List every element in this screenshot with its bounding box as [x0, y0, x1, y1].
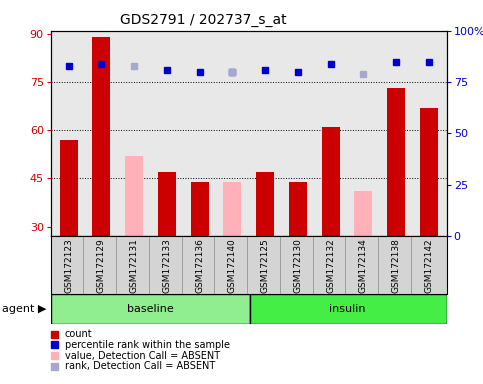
Bar [182, 236, 218, 294]
Text: agent ▶: agent ▶ [2, 304, 47, 314]
Bar [223, 182, 242, 236]
Bar [116, 236, 152, 294]
Text: GDS2791 / 202737_s_at: GDS2791 / 202737_s_at [120, 13, 286, 27]
Text: baseline: baseline [127, 304, 174, 314]
Text: GSM172140: GSM172140 [228, 238, 237, 293]
Text: value, Detection Call = ABSENT: value, Detection Call = ABSENT [65, 351, 220, 361]
Bar [250, 294, 447, 324]
Text: rank, Detection Call = ABSENT: rank, Detection Call = ABSENT [65, 361, 215, 371]
Bar [256, 172, 274, 236]
Text: GSM172129: GSM172129 [97, 238, 106, 293]
Bar [84, 236, 119, 294]
Text: insulin: insulin [329, 304, 365, 314]
Bar [51, 236, 87, 294]
Text: GSM172132: GSM172132 [326, 238, 335, 293]
Bar [92, 37, 111, 236]
Bar [247, 236, 283, 294]
Bar [355, 191, 372, 236]
Bar [387, 88, 405, 236]
Text: GSM172136: GSM172136 [195, 238, 204, 293]
Bar [378, 236, 414, 294]
Bar [280, 236, 316, 294]
Bar [322, 127, 340, 236]
Bar [149, 236, 185, 294]
Bar [345, 236, 381, 294]
Bar [60, 140, 78, 236]
Bar [313, 236, 349, 294]
Text: GSM172123: GSM172123 [64, 238, 73, 293]
Bar [420, 108, 438, 236]
Bar [158, 172, 176, 236]
Bar [411, 236, 447, 294]
Bar [51, 294, 250, 324]
Text: GSM172134: GSM172134 [359, 238, 368, 293]
Bar [191, 182, 209, 236]
Text: GSM172142: GSM172142 [424, 238, 433, 293]
Text: percentile rank within the sample: percentile rank within the sample [65, 340, 230, 350]
Bar [289, 182, 307, 236]
Text: GSM172131: GSM172131 [129, 238, 139, 293]
Bar [125, 156, 143, 236]
Text: GSM172130: GSM172130 [293, 238, 302, 293]
Bar [214, 236, 250, 294]
Text: count: count [65, 329, 93, 339]
Text: GSM172138: GSM172138 [392, 238, 400, 293]
Text: GSM172133: GSM172133 [162, 238, 171, 293]
Text: GSM172125: GSM172125 [261, 238, 270, 293]
